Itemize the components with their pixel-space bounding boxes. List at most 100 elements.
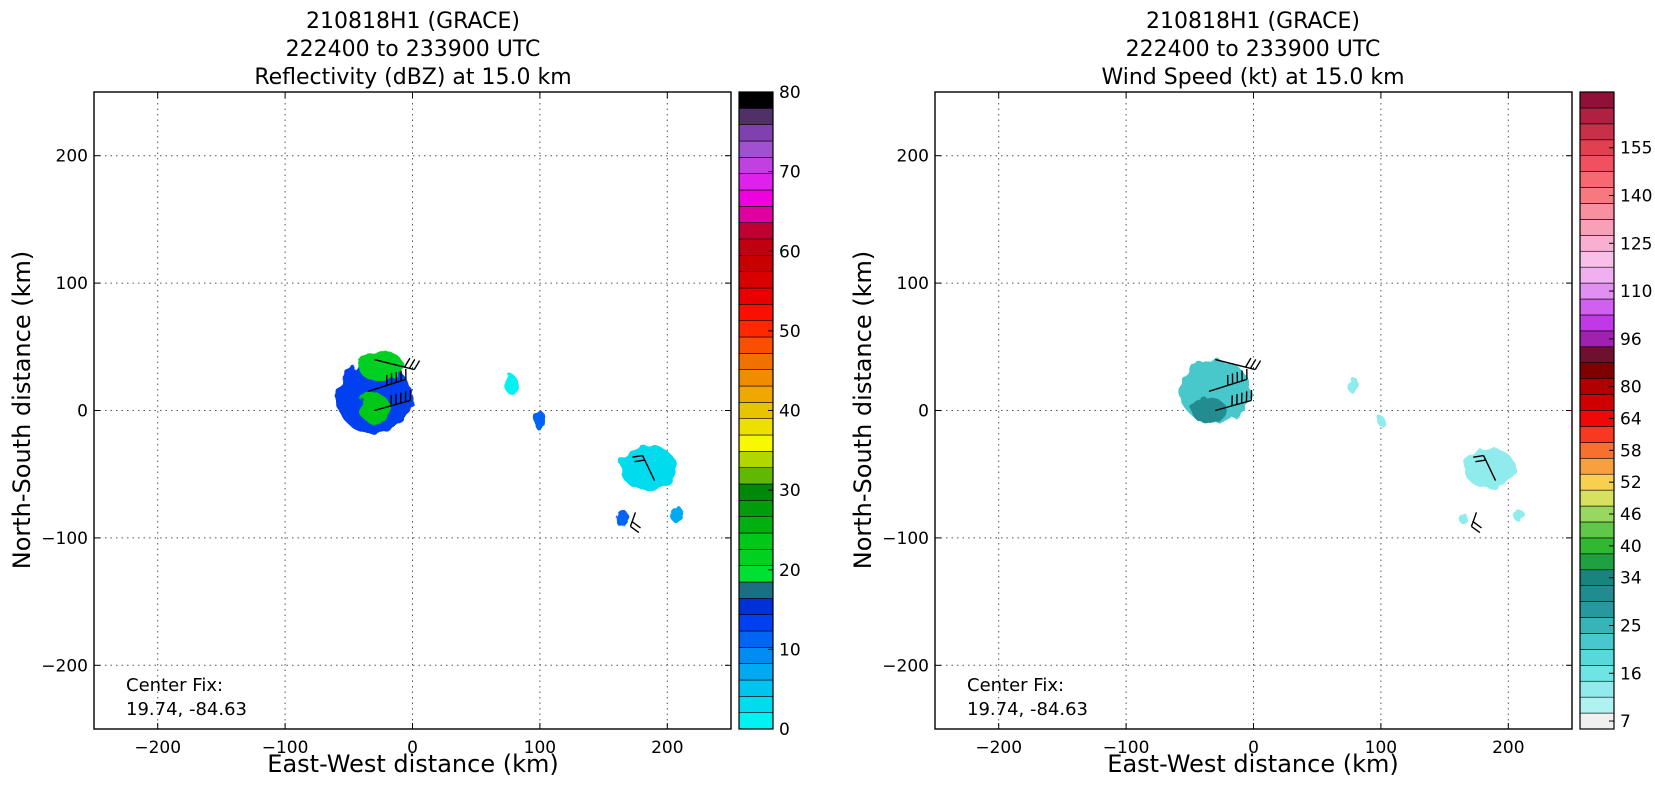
colorbar-segment <box>739 370 773 386</box>
colorbar-segment <box>1580 602 1614 618</box>
colorbar-segment <box>1580 347 1614 363</box>
title-line-1: 210818H1 (GRACE) <box>306 9 520 34</box>
colorbar-tick-label: 46 <box>1620 505 1642 525</box>
colorbar-segment <box>739 337 773 353</box>
colorbar-segment <box>739 549 773 565</box>
colorbar-segment <box>1580 442 1614 458</box>
x-tick-label: 200 <box>1492 738 1524 758</box>
colorbar-segment <box>1580 506 1614 522</box>
colorbar-segment <box>1580 299 1614 315</box>
colorbar-segment <box>1580 203 1614 219</box>
colorbar-segment <box>739 680 773 696</box>
colorbar-segment <box>739 92 773 108</box>
colorbar-segment <box>739 582 773 598</box>
colorbar-tick-label: 140 <box>1620 187 1652 207</box>
colorbar-segment <box>739 647 773 663</box>
colorbar-tick-label: 0 <box>779 720 790 740</box>
title-line-1: 210818H1 (GRACE) <box>1146 9 1360 34</box>
colorbar-segment <box>1580 522 1614 538</box>
center-fix-label: Center Fix: <box>126 675 223 696</box>
colorbar-segment <box>739 598 773 614</box>
colorbar-segment <box>1580 649 1614 665</box>
y-tick-label: 200 <box>897 147 929 167</box>
y-tick-label: −200 <box>41 656 88 676</box>
colorbar-segment <box>739 615 773 631</box>
colorbar-segment <box>1580 219 1614 235</box>
colorbar-tick-label: 7 <box>1620 712 1631 732</box>
colorbar-segment <box>1580 538 1614 554</box>
colorbar-segment <box>739 402 773 418</box>
echo-cell <box>1459 514 1469 524</box>
plot-area <box>935 92 1572 729</box>
colorbar-segment <box>739 141 773 157</box>
colorbar-segment <box>739 696 773 712</box>
colorbar-segment <box>739 566 773 582</box>
colorbar-segment <box>1580 363 1614 379</box>
colorbar-segment <box>739 223 773 239</box>
colorbar-tick-label: 70 <box>779 163 801 183</box>
echo-cell <box>1512 510 1525 520</box>
colorbar-segment <box>739 255 773 271</box>
y-tick-label: 200 <box>56 147 88 167</box>
colorbar-segment <box>739 435 773 451</box>
colorbar-segment <box>739 108 773 124</box>
colorbar-segment <box>739 484 773 500</box>
colorbar-segment <box>739 190 773 206</box>
echo-cell <box>535 411 545 431</box>
colorbar-segment <box>1580 172 1614 188</box>
colorbar-segment <box>1580 188 1614 204</box>
colorbar-segment <box>1580 586 1614 602</box>
y-tick-label: −100 <box>41 529 88 549</box>
colorbar-tick-label: 52 <box>1620 473 1642 493</box>
colorbar-segment <box>1580 570 1614 586</box>
echo-cell <box>506 375 519 395</box>
y-tick-label: −200 <box>882 656 929 676</box>
title-line-3: Wind Speed (kt) at 15.0 km <box>1101 65 1404 90</box>
colorbar-segment <box>1580 681 1614 697</box>
colorbar-segment <box>1580 235 1614 251</box>
colorbar-segment <box>739 713 773 729</box>
echo-cell <box>670 507 685 522</box>
colorbar-tick-label: 58 <box>1620 441 1642 461</box>
colorbar-segment <box>1580 554 1614 570</box>
x-tick-label: −200 <box>975 738 1022 758</box>
colorbar-tick-label: 80 <box>1620 378 1642 398</box>
colorbar-segment <box>1580 124 1614 140</box>
colorbar-segment <box>739 321 773 337</box>
colorbar-segment <box>1580 411 1614 427</box>
colorbar-segment <box>739 500 773 516</box>
colorbar-segment <box>739 239 773 255</box>
colorbar-tick-label: 34 <box>1620 569 1642 589</box>
title-line-2: 222400 to 233900 UTC <box>1126 37 1381 62</box>
colorbar-tick-label: 96 <box>1620 330 1642 350</box>
colorbar-segment <box>1580 92 1614 108</box>
colorbar-segment <box>1580 140 1614 156</box>
center-fix-value: 19.74, -84.63 <box>126 699 247 720</box>
colorbar-tick-label: 60 <box>779 242 801 262</box>
echo-cell <box>1377 416 1385 426</box>
echo-cell <box>616 510 629 528</box>
colorbar-segment <box>1580 251 1614 267</box>
x-tick-label: 200 <box>651 738 683 758</box>
colorbar-segment <box>739 468 773 484</box>
colorbar-segment <box>1580 458 1614 474</box>
center-fix-value: 19.74, -84.63 <box>967 699 1088 720</box>
colorbar-segment <box>739 353 773 369</box>
echo-cell <box>1191 398 1227 423</box>
colorbar-segment <box>739 664 773 680</box>
y-tick-label: −100 <box>882 529 929 549</box>
y-axis-label: North-South distance (km) <box>8 251 36 570</box>
colorbar-segment <box>1580 697 1614 713</box>
y-tick-label: 100 <box>897 274 929 294</box>
colorbar-segment <box>1580 108 1614 124</box>
colorbar-tick-label: 64 <box>1620 409 1642 429</box>
colorbar-segment <box>1580 490 1614 506</box>
colorbar-tick-label: 40 <box>779 402 801 422</box>
colorbar-segment <box>739 386 773 402</box>
colorbar-segment <box>1580 379 1614 395</box>
title-line-3: Reflectivity (dBZ) at 15.0 km <box>254 65 571 90</box>
colorbar-segment <box>1580 395 1614 411</box>
